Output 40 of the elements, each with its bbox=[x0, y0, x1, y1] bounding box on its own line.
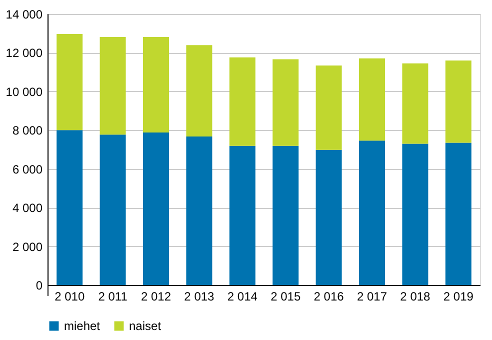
y-tick-label: 0 bbox=[36, 278, 43, 292]
bar bbox=[272, 146, 299, 285]
legend-label: naiset bbox=[129, 319, 162, 333]
y-tick-label: 14 000 bbox=[6, 8, 43, 22]
bar bbox=[186, 45, 212, 137]
bar bbox=[445, 142, 472, 285]
bar bbox=[186, 136, 212, 285]
x-tick-label: 2 015 bbox=[270, 290, 301, 304]
bar bbox=[229, 57, 256, 146]
bar bbox=[359, 58, 385, 141]
x-tick-label: 2 011 bbox=[98, 290, 128, 304]
x-tick-label: 2 010 bbox=[54, 290, 85, 304]
y-tick-label: 6 000 bbox=[12, 162, 43, 176]
bar bbox=[316, 65, 342, 150]
bar bbox=[143, 132, 169, 285]
x-tick-label: 2 019 bbox=[443, 290, 474, 304]
bar bbox=[402, 63, 428, 144]
bar bbox=[143, 37, 169, 132]
y-tick-label: 8 000 bbox=[12, 124, 43, 138]
bar bbox=[316, 150, 342, 285]
bar bbox=[445, 60, 472, 143]
bar bbox=[359, 140, 385, 285]
x-tick-label: 2 018 bbox=[400, 290, 431, 304]
x-tick-label: 2 013 bbox=[184, 290, 215, 304]
x-tick-label: 2 017 bbox=[356, 290, 388, 304]
bar bbox=[100, 37, 126, 135]
y-tick-label: 10 000 bbox=[6, 84, 43, 99]
bar bbox=[229, 146, 256, 285]
x-tick-label: 2 014 bbox=[227, 290, 258, 304]
x-tick-label: 2 012 bbox=[140, 290, 172, 304]
bar bbox=[100, 134, 126, 285]
bar bbox=[56, 130, 83, 285]
y-tick-label: 2 000 bbox=[12, 240, 43, 254]
legend-label: miehet bbox=[64, 319, 101, 333]
bar bbox=[402, 144, 428, 285]
y-tick-label: 12 000 bbox=[6, 46, 43, 60]
bar bbox=[56, 34, 83, 130]
y-tick-label: 4 000 bbox=[12, 201, 43, 216]
x-tick-label: 2 016 bbox=[314, 290, 344, 304]
bar bbox=[272, 59, 299, 146]
